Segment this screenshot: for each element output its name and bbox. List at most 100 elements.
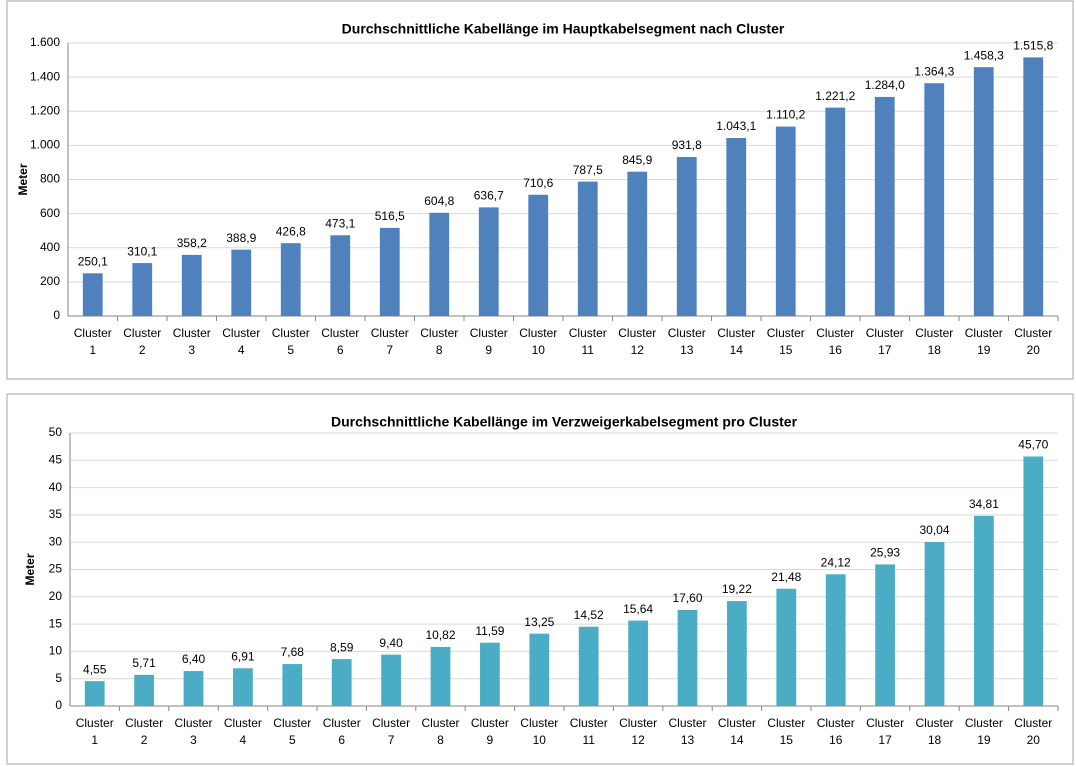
data-label: 845,9 — [622, 153, 652, 167]
chart-frame — [7, 1, 1073, 379]
data-label: 17,60 — [672, 591, 702, 605]
data-label: 15,64 — [623, 602, 653, 616]
data-label: 6,91 — [231, 649, 255, 663]
data-label: 14,52 — [574, 608, 604, 622]
bar — [776, 589, 796, 706]
bar — [1023, 456, 1043, 706]
bar — [381, 655, 401, 706]
y-tick-label: 25 — [49, 562, 63, 576]
y-axis-label: Meter — [16, 163, 30, 195]
bar — [726, 138, 746, 316]
bar — [134, 675, 154, 706]
bar — [678, 610, 698, 706]
bar — [1023, 57, 1043, 316]
bar — [776, 127, 796, 316]
data-label: 21,48 — [771, 570, 801, 584]
bar — [380, 228, 400, 316]
bar — [429, 213, 449, 316]
y-tick-label: 400 — [40, 240, 60, 254]
y-tick-label: 35 — [49, 507, 63, 521]
bar — [579, 627, 599, 706]
bar — [332, 659, 352, 706]
data-label: 9,40 — [379, 636, 403, 650]
y-tick-label: 20 — [49, 589, 63, 603]
bar — [480, 643, 500, 706]
data-label: 1.364,3 — [914, 64, 954, 78]
data-label: 1.110,2 — [766, 108, 805, 122]
bar — [974, 516, 994, 706]
y-tick-label: 1.600 — [30, 35, 60, 49]
data-label: 604,8 — [424, 194, 454, 208]
y-tick-label: 1.400 — [30, 69, 60, 83]
bar — [825, 108, 845, 316]
y-tick-label: 50 — [49, 425, 63, 439]
data-label: 1.043,1 — [716, 119, 756, 133]
data-label: 45,70 — [1018, 438, 1048, 452]
bar — [184, 671, 204, 706]
bar — [479, 207, 499, 316]
y-tick-label: 200 — [40, 274, 60, 288]
bar — [330, 235, 350, 316]
bar — [431, 647, 451, 706]
y-tick-label: 0 — [53, 308, 60, 322]
data-label: 10,82 — [425, 628, 455, 642]
bar — [677, 157, 697, 316]
y-tick-label: 800 — [40, 172, 60, 186]
chart-frame — [7, 394, 1073, 764]
y-tick-label: 30 — [49, 534, 63, 548]
bar — [281, 243, 301, 316]
y-tick-label: 600 — [40, 206, 60, 220]
data-label: 388,9 — [226, 231, 256, 245]
data-label: 516,5 — [375, 209, 405, 223]
y-axis-label: Meter — [23, 553, 37, 585]
bar — [528, 195, 548, 316]
y-tick-label: 45 — [49, 452, 63, 466]
y-tick-label: 1.200 — [30, 103, 60, 117]
bar — [974, 67, 994, 316]
y-tick-label: 1.000 — [30, 138, 60, 152]
data-label: 11,59 — [475, 624, 504, 638]
data-label: 24,12 — [821, 555, 851, 569]
data-label: 358,2 — [177, 236, 207, 250]
y-tick-label: 10 — [49, 644, 63, 658]
data-label: 1.284,0 — [865, 78, 905, 92]
bar — [925, 542, 945, 706]
data-label: 4,55 — [83, 662, 107, 676]
data-label: 473,1 — [325, 216, 355, 230]
chart-title: Durchschnittliche Kabellänge im Hauptkab… — [342, 21, 785, 37]
bar — [627, 172, 647, 316]
page: Durchschnittliche Kabellänge im Hauptkab… — [0, 0, 1076, 767]
data-label: 19,22 — [722, 582, 752, 596]
y-tick-label: 15 — [49, 616, 63, 630]
data-label: 8,59 — [330, 640, 354, 654]
data-label: 13,25 — [524, 615, 554, 629]
y-tick-label: 5 — [55, 671, 62, 685]
bar — [282, 664, 302, 706]
data-label: 1.515,8 — [1013, 39, 1053, 53]
bar — [875, 97, 895, 316]
data-label: 787,5 — [573, 163, 603, 177]
data-label: 310,1 — [127, 244, 157, 258]
data-label: 931,8 — [672, 138, 702, 152]
bar — [182, 255, 202, 316]
bar — [727, 601, 747, 706]
data-label: 710,6 — [523, 176, 553, 190]
bar — [875, 564, 895, 706]
bar — [233, 668, 253, 706]
bar — [85, 681, 105, 706]
data-label: 1.221,2 — [815, 89, 855, 103]
data-label: 34,81 — [969, 497, 999, 511]
bar — [132, 263, 152, 316]
data-label: 5,71 — [132, 656, 156, 670]
bar — [924, 83, 944, 316]
data-label: 1.458,3 — [964, 48, 1004, 62]
data-label: 6,40 — [182, 652, 206, 666]
data-label: 636,7 — [474, 189, 504, 203]
data-label: 250,1 — [78, 254, 108, 268]
y-tick-label: 40 — [49, 480, 63, 494]
data-label: 426,8 — [276, 224, 306, 238]
chart-title: Durchschnittliche Kabellänge im Verzweig… — [331, 414, 798, 430]
y-tick-label: 0 — [55, 698, 62, 712]
bar — [826, 574, 846, 706]
bar — [83, 273, 103, 316]
